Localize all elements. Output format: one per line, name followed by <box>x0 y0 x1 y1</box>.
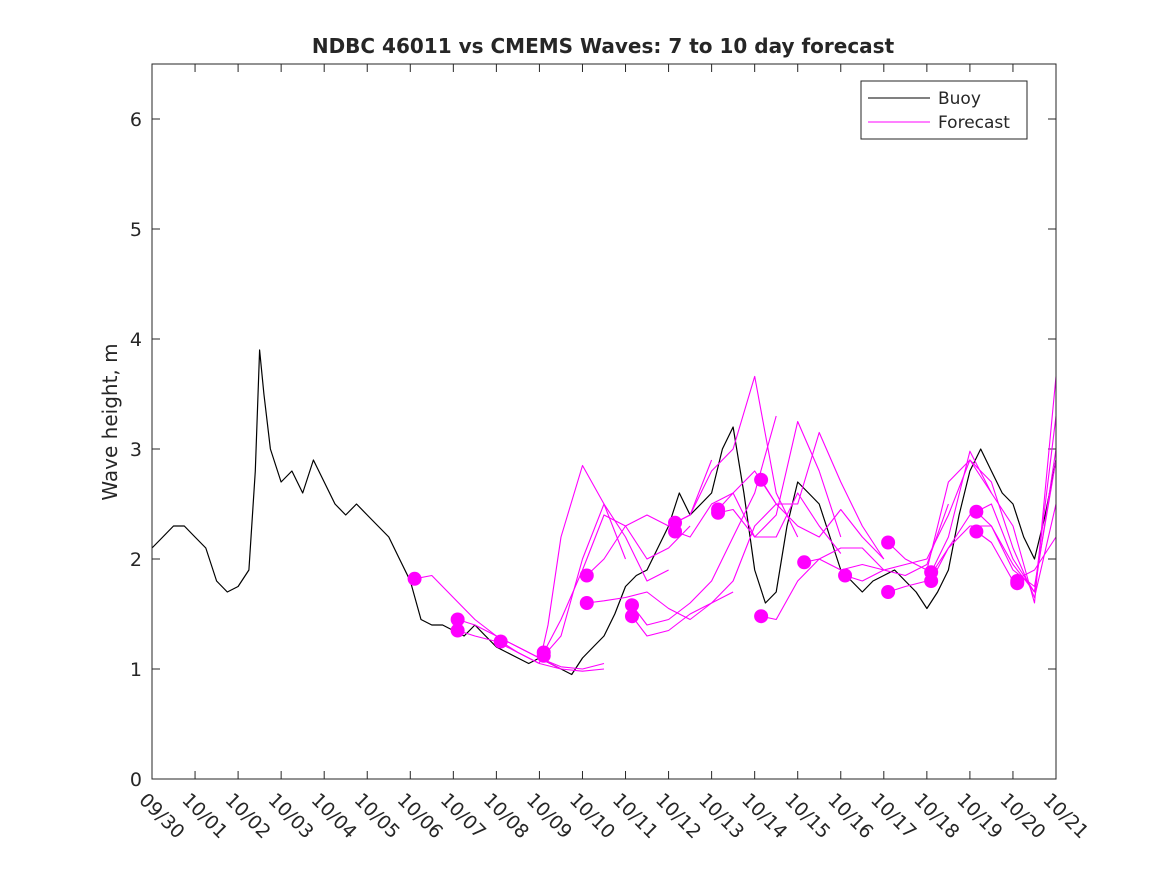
forecast-start-point <box>924 574 939 588</box>
forecast-start-point <box>668 524 683 539</box>
forecast-start-point <box>624 598 639 613</box>
legend-box <box>860 80 1028 140</box>
y-tick-label: 1 <box>130 659 142 681</box>
forecast-start-point <box>536 645 551 660</box>
forecast-start-point <box>407 571 422 586</box>
forecast-start-point <box>450 612 465 627</box>
series-line-forecast <box>674 375 799 538</box>
series-line-forecast <box>631 415 777 626</box>
y-tick-label: 5 <box>130 219 142 241</box>
legend-buoy-label: Buoy <box>938 89 981 109</box>
forecast-start-point <box>579 568 594 583</box>
series-line-forecast <box>543 514 691 653</box>
forecast-start-point <box>969 524 984 539</box>
legend: Buoy Forecast <box>860 80 1028 140</box>
series-line-forecast <box>930 376 1057 604</box>
legend-forecast-label: Forecast <box>938 113 1010 133</box>
forecast-start-point <box>797 555 812 570</box>
y-tick-label: 0 <box>130 769 142 791</box>
series-line-forecast <box>631 503 777 637</box>
series-line-forecast <box>457 618 605 670</box>
series-line-forecast <box>717 492 842 554</box>
forecast-start-point <box>493 634 508 649</box>
chart-title: NDBC 46011 vs CMEMS Waves: 7 to 10 day f… <box>312 34 895 58</box>
forecast-start-point <box>838 568 853 583</box>
forecast-start-point <box>754 609 769 624</box>
forecast-start-point <box>754 472 769 487</box>
forecast-start-point <box>450 623 465 638</box>
series-line-forecast <box>586 591 734 621</box>
series-line-forecast <box>804 503 949 577</box>
series-line-buoy <box>151 349 1057 676</box>
forecast-start-point <box>969 504 984 519</box>
forecast-start-point <box>881 585 896 599</box>
y-tick-label: 3 <box>130 439 142 461</box>
y-tick-label: 2 <box>130 549 142 571</box>
forecast-start-point <box>624 609 639 624</box>
series-line-forecast <box>717 431 885 560</box>
y-axis-label: Wave height, m <box>98 343 122 500</box>
forecast-start-point <box>711 505 726 520</box>
series-line-forecast <box>500 464 627 665</box>
y-tick-label: 4 <box>130 329 142 351</box>
plot-frame <box>151 63 1057 780</box>
series-line-forecast <box>543 503 669 657</box>
forecast-start-point <box>1010 576 1025 591</box>
series-line-forecast <box>844 459 992 582</box>
series-line-forecast <box>976 459 1057 588</box>
forecast-start-point <box>579 596 594 610</box>
forecast-start-point <box>881 535 896 550</box>
y-tick-label: 6 <box>130 109 142 131</box>
series-line-forecast <box>760 479 885 560</box>
